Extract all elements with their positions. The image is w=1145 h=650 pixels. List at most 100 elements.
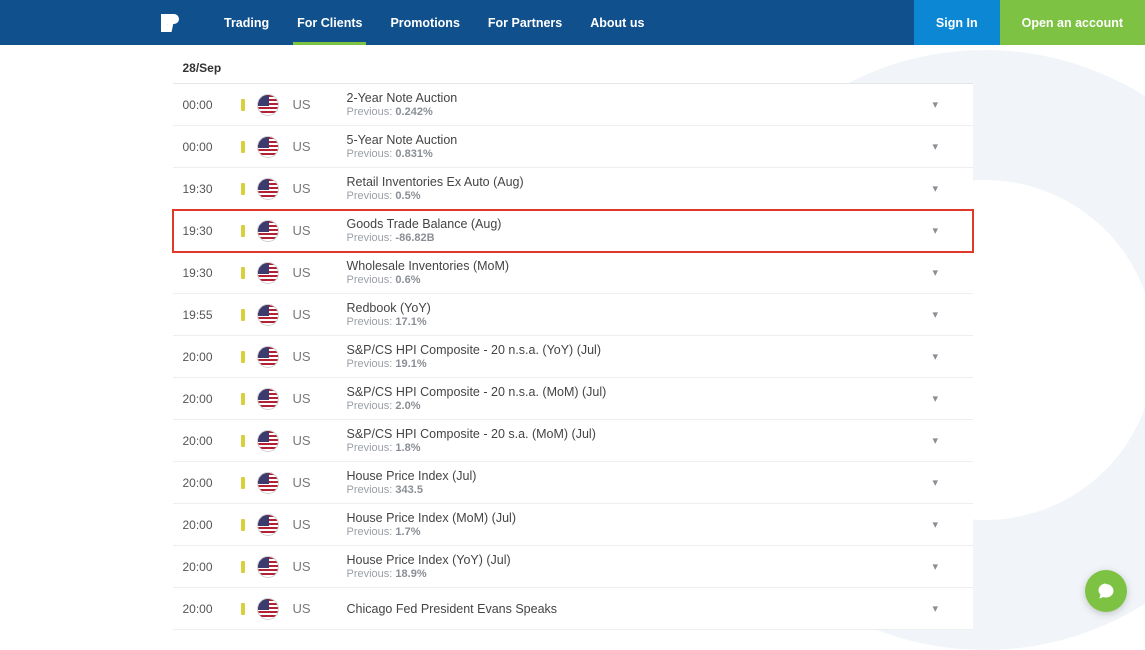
calendar-row[interactable]: 20:00 US House Price Index (YoY) (Jul)Prev… <box>173 546 973 588</box>
calendar-row[interactable]: 00:00US5-Year Note AuctionPrevious: 0.83… <box>173 126 973 168</box>
main-header: TradingFor ClientsPromotionsFor Partners… <box>0 0 1145 45</box>
event-cell: S&P/CS HPI Composite - 20 s.a. (MoM) (Ju… <box>327 427 933 454</box>
event-title: Retail Inventories Ex Auto (Aug) <box>347 175 933 189</box>
us-flag-icon <box>257 598 279 620</box>
impact-bar-icon <box>241 393 245 405</box>
us-flag-icon <box>257 430 279 452</box>
country-flag <box>257 598 287 620</box>
event-cell: Redbook (YoY)Previous: 17.1% <box>327 301 933 328</box>
country-flag <box>257 346 287 368</box>
event-cell: House Price Index (Jul)Previous: 343.5 <box>327 469 933 496</box>
country-code: US <box>287 559 327 574</box>
us-flag-icon <box>257 388 279 410</box>
country-flag <box>257 136 287 158</box>
nav-item-trading[interactable]: Trading <box>210 0 283 45</box>
impact-indicator <box>233 519 253 531</box>
event-previous: Previous: 19.1% <box>347 358 933 370</box>
nav-item-for-partners[interactable]: For Partners <box>474 0 576 45</box>
calendar-row[interactable]: 20:00USChicago Fed President Evans Speak… <box>173 588 973 630</box>
event-time: 19:30 <box>183 182 233 196</box>
us-flag-icon <box>257 178 279 200</box>
event-title: S&P/CS HPI Composite - 20 n.s.a. (MoM) (… <box>347 385 933 399</box>
impact-indicator <box>233 267 253 279</box>
country-code: US <box>287 601 327 616</box>
event-previous: Previous: 0.6% <box>347 274 933 286</box>
expand-toggle[interactable]: ▾ <box>933 602 973 615</box>
event-title: House Price Index (Jul) <box>347 469 933 483</box>
expand-toggle[interactable]: ▾ <box>933 434 973 447</box>
event-title: Redbook (YoY) <box>347 301 933 315</box>
country-flag <box>257 514 287 536</box>
chevron-down-icon: ▾ <box>933 267 939 279</box>
country-code: US <box>287 139 327 154</box>
calendar-row[interactable]: 19:55 USRedbook (YoY)Previous: 17.1%▾ <box>173 294 973 336</box>
event-previous: Previous: 18.9% <box>347 568 933 580</box>
calendar-row[interactable]: 20:00USHouse Price Index (MoM) (Jul)Prev… <box>173 504 973 546</box>
expand-toggle[interactable]: ▾ <box>933 350 973 363</box>
nav-item-about-us[interactable]: About us <box>576 0 658 45</box>
expand-toggle[interactable]: ▾ <box>933 518 973 531</box>
impact-bar-icon <box>241 477 245 489</box>
country-code: US <box>287 265 327 280</box>
country-flag <box>257 178 287 200</box>
event-previous: Previous: 0.831% <box>347 148 933 160</box>
chat-icon <box>1096 581 1116 601</box>
chevron-down-icon: ▾ <box>933 603 939 615</box>
chat-button[interactable] <box>1085 570 1127 612</box>
calendar-date-header: 28/Sep <box>173 53 973 84</box>
expand-toggle[interactable]: ▾ <box>933 560 973 573</box>
expand-toggle[interactable]: ▾ <box>933 266 973 279</box>
header-spacer <box>658 0 914 45</box>
calendar-row[interactable]: 20:00USHouse Price Index (Jul)Previous: … <box>173 462 973 504</box>
country-code: US <box>287 391 327 406</box>
calendar-row[interactable]: 19:30USWholesale Inventories (MoM)Previo… <box>173 252 973 294</box>
impact-indicator <box>233 435 253 447</box>
brand-logo[interactable] <box>150 0 190 45</box>
nav-item-for-clients[interactable]: For Clients <box>283 0 376 45</box>
country-code: US <box>287 223 327 238</box>
event-title: Goods Trade Balance (Aug) <box>347 217 933 231</box>
calendar-row[interactable]: 19:30USGoods Trade Balance (Aug)Previous… <box>173 210 973 252</box>
event-previous: Previous: -86.82B <box>347 232 933 244</box>
expand-toggle[interactable]: ▾ <box>933 392 973 405</box>
country-code: US <box>287 307 327 322</box>
event-title: S&P/CS HPI Composite - 20 n.s.a. (YoY) (… <box>347 343 933 357</box>
impact-bar-icon <box>241 99 245 111</box>
expand-toggle[interactable]: ▾ <box>933 98 973 111</box>
expand-toggle[interactable]: ▾ <box>933 182 973 195</box>
impact-bar-icon <box>241 519 245 531</box>
country-flag <box>257 472 287 494</box>
chevron-down-icon: ▾ <box>933 141 939 153</box>
us-flag-icon <box>257 262 279 284</box>
calendar-row[interactable]: 20:00USS&P/CS HPI Composite - 20 n.s.a. … <box>173 378 973 420</box>
expand-toggle[interactable]: ▾ <box>933 224 973 237</box>
signin-button[interactable]: Sign In <box>914 0 1000 45</box>
calendar-row[interactable]: 20:00USS&P/CS HPI Composite - 20 n.s.a. … <box>173 336 973 378</box>
calendar-row[interactable]: 20:00USS&P/CS HPI Composite - 20 s.a. (M… <box>173 420 973 462</box>
event-title: House Price Index (MoM) (Jul) <box>347 511 933 525</box>
us-flag-icon <box>257 346 279 368</box>
impact-bar-icon <box>241 183 245 195</box>
event-previous: Previous: 1.8% <box>347 442 933 454</box>
country-flag <box>257 388 287 410</box>
calendar-row[interactable]: 00:00US2-Year Note AuctionPrevious: 0.24… <box>173 84 973 126</box>
chevron-down-icon: ▾ <box>933 519 939 531</box>
calendar-row[interactable]: 19:30USRetail Inventories Ex Auto (Aug)P… <box>173 168 973 210</box>
impact-indicator <box>233 99 253 111</box>
event-time: 20:00 <box>183 476 233 490</box>
expand-toggle[interactable]: ▾ <box>933 476 973 489</box>
open-account-button[interactable]: Open an account <box>1000 0 1145 45</box>
impact-indicator <box>233 309 253 321</box>
nav-item-promotions[interactable]: Promotions <box>376 0 473 45</box>
event-time: 20:00 <box>183 560 233 574</box>
impact-bar-icon <box>241 351 245 363</box>
country-flag <box>257 220 287 242</box>
event-time: 19:55 <box>183 308 233 322</box>
event-title: House Price Index (YoY) (Jul) <box>347 553 933 567</box>
expand-toggle[interactable]: ▾ <box>933 140 973 153</box>
country-flag <box>257 304 287 326</box>
us-flag-icon <box>257 136 279 158</box>
expand-toggle[interactable]: ▾ <box>933 308 973 321</box>
impact-bar-icon <box>241 561 245 573</box>
event-cell: House Price Index (MoM) (Jul)Previous: 1… <box>327 511 933 538</box>
